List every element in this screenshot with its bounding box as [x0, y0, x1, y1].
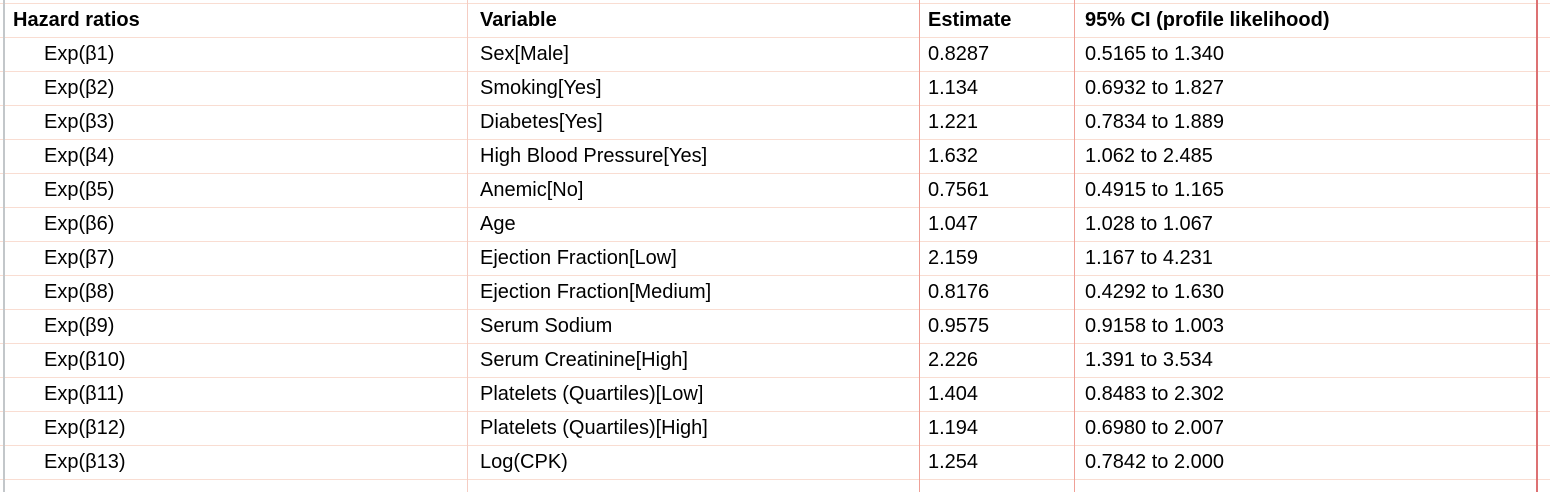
table-row: Exp(β9) Serum Sodium 0.9575 0.9158 to 1.… — [0, 309, 1550, 343]
cell-variable: Log(CPK) — [480, 451, 568, 473]
table-row: Exp(β8) Ejection Fraction[Medium] 0.8176… — [0, 275, 1550, 309]
cell-estimate: 1.134 — [928, 77, 979, 99]
table-row: Exp(β1) Sex[Male] 0.8287 0.5165 to 1.340 — [0, 37, 1550, 71]
cell-hazard-ratio: Exp(β13) — [44, 451, 126, 473]
cell-hazard-ratio: Exp(β3) — [44, 111, 115, 133]
cell-hazard-ratio: Exp(β7) — [44, 247, 115, 269]
table-row: Exp(β10) Serum Creatinine[High] 2.226 1.… — [0, 343, 1550, 377]
column-divider — [919, 0, 920, 492]
cell-estimate: 1.632 — [928, 145, 979, 167]
cell-hazard-ratio: Exp(β9) — [44, 315, 115, 337]
cell-hazard-ratio: Exp(β6) — [44, 213, 115, 235]
cell-variable: Diabetes[Yes] — [480, 111, 603, 133]
column-header-variable: Variable — [480, 9, 557, 31]
cell-ci: 0.7834 to 1.889 — [1085, 111, 1225, 133]
cell-ci: 0.4915 to 1.165 — [1085, 179, 1225, 201]
cell-ci: 1.028 to 1.067 — [1085, 213, 1213, 235]
table-row: Exp(β2) Smoking[Yes] 1.134 0.6932 to 1.8… — [0, 71, 1550, 105]
cell-ci: 0.6932 to 1.827 — [1085, 77, 1225, 99]
cell-hazard-ratio: Exp(β10) — [44, 349, 126, 371]
cell-hazard-ratio: Exp(β1) — [44, 43, 115, 65]
cell-estimate: 0.9575 — [928, 315, 990, 337]
table-row: Exp(β4) High Blood Pressure[Yes] 1.632 1… — [0, 139, 1550, 173]
panel-left-border — [3, 0, 5, 492]
table-row: Exp(β12) Platelets (Quartiles)[High] 1.1… — [0, 411, 1550, 445]
cell-variable: Anemic[No] — [480, 179, 584, 201]
cell-ci: 1.167 to 4.231 — [1085, 247, 1213, 269]
table-row: Exp(β7) Ejection Fraction[Low] 2.159 1.1… — [0, 241, 1550, 275]
cell-variable: Platelets (Quartiles)[Low] — [480, 383, 704, 405]
cell-ci: 0.4292 to 1.630 — [1085, 281, 1225, 303]
panel-right-border — [1536, 0, 1538, 492]
cell-variable: Age — [480, 213, 516, 235]
column-divider — [1074, 0, 1075, 492]
cell-estimate: 1.221 — [928, 111, 979, 133]
cell-estimate: 1.047 — [928, 213, 979, 235]
cell-ci: 0.6980 to 2.007 — [1085, 417, 1225, 439]
column-divider — [467, 0, 468, 492]
table-bottom-spacer — [0, 479, 1550, 492]
cell-estimate: 1.404 — [928, 383, 979, 405]
cell-hazard-ratio: Exp(β8) — [44, 281, 115, 303]
cell-ci: 1.391 to 3.534 — [1085, 349, 1213, 371]
cell-hazard-ratio: Exp(β2) — [44, 77, 115, 99]
table-row: Exp(β11) Platelets (Quartiles)[Low] 1.40… — [0, 377, 1550, 411]
table-row: Exp(β3) Diabetes[Yes] 1.221 0.7834 to 1.… — [0, 105, 1550, 139]
cell-estimate: 0.8176 — [928, 281, 990, 303]
cell-estimate: 0.8287 — [928, 43, 990, 65]
cell-variable: Serum Creatinine[High] — [480, 349, 688, 371]
table-row: Exp(β5) Anemic[No] 0.7561 0.4915 to 1.16… — [0, 173, 1550, 207]
cell-estimate: 2.226 — [928, 349, 979, 371]
cell-estimate: 1.194 — [928, 417, 979, 439]
cell-variable: High Blood Pressure[Yes] — [480, 145, 708, 167]
cell-ci: 1.062 to 2.485 — [1085, 145, 1213, 167]
cell-ci: 0.7842 to 2.000 — [1085, 451, 1225, 473]
cell-variable: Smoking[Yes] — [480, 77, 602, 99]
cell-estimate: 0.7561 — [928, 179, 990, 201]
cell-ci: 0.5165 to 1.340 — [1085, 43, 1225, 65]
cell-variable: Platelets (Quartiles)[High] — [480, 417, 708, 439]
cell-ci: 0.9158 to 1.003 — [1085, 315, 1225, 337]
cell-variable: Serum Sodium — [480, 315, 613, 337]
column-header-estimate: Estimate — [928, 9, 1012, 31]
cell-variable: Sex[Male] — [480, 43, 569, 65]
cell-estimate: 1.254 — [928, 451, 979, 473]
cell-variable: Ejection Fraction[Medium] — [480, 281, 712, 303]
table-header-row: Hazard ratios Variable Estimate 95% CI (… — [0, 3, 1550, 37]
column-header-hazard-ratios: Hazard ratios — [13, 9, 140, 31]
table-row: Exp(β13) Log(CPK) 1.254 0.7842 to 2.000 — [0, 445, 1550, 479]
table-row: Exp(β6) Age 1.047 1.028 to 1.067 — [0, 207, 1550, 241]
cell-hazard-ratio: Exp(β12) — [44, 417, 126, 439]
cell-ci: 0.8483 to 2.302 — [1085, 383, 1225, 405]
cell-estimate: 2.159 — [928, 247, 979, 269]
column-header-ci: 95% CI (profile likelihood) — [1085, 9, 1330, 31]
cell-hazard-ratio: Exp(β11) — [44, 383, 125, 405]
table-body: Exp(β1) Sex[Male] 0.8287 0.5165 to 1.340… — [0, 37, 1550, 479]
cell-variable: Ejection Fraction[Low] — [480, 247, 677, 269]
cell-hazard-ratio: Exp(β5) — [44, 179, 115, 201]
cell-hazard-ratio: Exp(β4) — [44, 145, 115, 167]
